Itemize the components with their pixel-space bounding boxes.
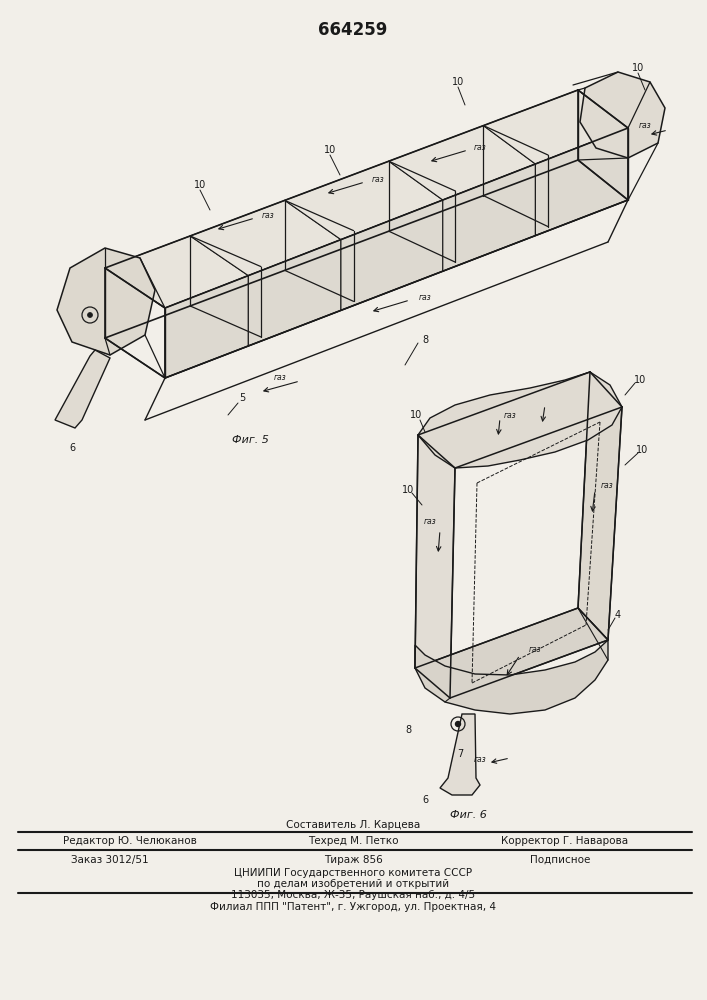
Text: газ: газ: [372, 174, 385, 184]
Text: газ: газ: [529, 646, 542, 654]
Text: Редактор Ю. Челюканов: Редактор Ю. Челюканов: [63, 836, 197, 846]
Polygon shape: [415, 640, 608, 714]
Text: Заказ 3012/51: Заказ 3012/51: [71, 855, 148, 865]
Text: газ: газ: [601, 481, 613, 489]
Text: 664259: 664259: [318, 21, 387, 39]
Text: 10: 10: [410, 410, 422, 420]
Text: 10: 10: [632, 63, 644, 73]
Polygon shape: [190, 200, 341, 276]
Polygon shape: [578, 372, 622, 640]
Polygon shape: [484, 90, 628, 164]
Text: газ: газ: [474, 142, 486, 151]
Text: Подписное: Подписное: [530, 855, 590, 865]
Circle shape: [455, 722, 460, 726]
Text: 10: 10: [452, 77, 464, 87]
Text: 6: 6: [69, 443, 75, 453]
Text: по делам изобретений и открытий: по делам изобретений и открытий: [257, 879, 449, 889]
Text: 10: 10: [324, 145, 336, 155]
Polygon shape: [418, 372, 622, 468]
Polygon shape: [418, 372, 622, 468]
Polygon shape: [440, 714, 480, 795]
Text: газ: газ: [503, 410, 516, 420]
Polygon shape: [535, 128, 628, 236]
Text: газ: газ: [423, 518, 436, 526]
Text: 10: 10: [636, 445, 648, 455]
Polygon shape: [389, 126, 535, 200]
Text: 10: 10: [634, 375, 646, 385]
Polygon shape: [248, 240, 341, 346]
Polygon shape: [443, 164, 535, 271]
Polygon shape: [341, 200, 443, 310]
Text: 8: 8: [422, 335, 428, 345]
Text: 113035, Москва, Ж-35, Раушская наб., д. 4/5: 113035, Москва, Ж-35, Раушская наб., д. …: [231, 890, 475, 900]
Text: 5: 5: [239, 393, 245, 403]
Text: 10: 10: [194, 180, 206, 190]
Text: Составитель Л. Карцева: Составитель Л. Карцева: [286, 820, 420, 830]
Polygon shape: [415, 608, 608, 698]
Polygon shape: [105, 236, 248, 308]
Circle shape: [88, 312, 93, 318]
Text: газ: газ: [419, 292, 431, 302]
Text: Тираж 856: Тираж 856: [324, 855, 382, 865]
Text: газ: газ: [474, 756, 486, 764]
Text: Фиг. 6: Фиг. 6: [450, 810, 486, 820]
Text: ЦНИИПИ Государственного комитета СССР: ЦНИИПИ Государственного комитета СССР: [234, 868, 472, 878]
Polygon shape: [285, 161, 443, 240]
Text: 7: 7: [457, 749, 463, 759]
Text: газ: газ: [262, 211, 274, 220]
Text: газ: газ: [274, 373, 286, 382]
Text: Корректор Г. Наварова: Корректор Г. Наварова: [501, 836, 629, 846]
Text: Фиг. 5: Фиг. 5: [232, 435, 269, 445]
Polygon shape: [55, 350, 110, 428]
Polygon shape: [57, 248, 155, 355]
Text: 8: 8: [405, 725, 411, 735]
Polygon shape: [415, 435, 455, 698]
Polygon shape: [580, 72, 665, 158]
Polygon shape: [165, 276, 248, 378]
Text: 6: 6: [422, 795, 428, 805]
Text: Филиал ППП "Патент", г. Ужгород, ул. Проектная, 4: Филиал ППП "Патент", г. Ужгород, ул. Про…: [210, 902, 496, 912]
Text: 4: 4: [615, 610, 621, 620]
Text: Техред М. Петко: Техред М. Петко: [308, 836, 398, 846]
Text: 10: 10: [402, 485, 414, 495]
Text: газ: газ: [638, 120, 651, 129]
